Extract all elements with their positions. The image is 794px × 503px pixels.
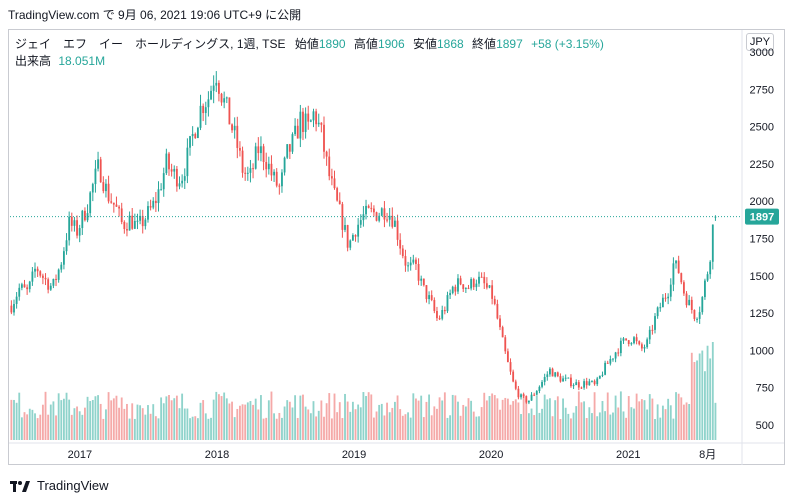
- open-label: 始値: [294, 37, 319, 51]
- chart-frame: [8, 29, 785, 465]
- volume-label: 出来高: [15, 54, 52, 68]
- currency-button[interactable]: JPY: [746, 33, 774, 51]
- volume-legend: 出来高 18.051M: [15, 52, 105, 69]
- symbol-legend: ジェイ エフ イー ホールディングス, 1週, TSE 始値1890 高値190…: [15, 35, 604, 52]
- high-value: 1906: [377, 37, 405, 51]
- low-label: 安値: [412, 37, 437, 51]
- footer-brand-text: TradingView: [37, 478, 109, 493]
- open-value: 1890: [318, 37, 346, 51]
- close-value: 1897: [496, 37, 523, 51]
- low-value: 1868: [437, 37, 464, 51]
- publish-info: TradingView.com で 9月 06, 2021 19:06 UTC+…: [8, 8, 302, 22]
- footer-brand[interactable]: TradingView: [10, 478, 109, 493]
- volume-value: 18.051M: [58, 54, 106, 68]
- symbol-name: ジェイ エフ イー ホールディングス, 1週, TSE: [15, 37, 286, 51]
- high-label: 高値: [353, 37, 378, 51]
- close-label: 終値: [472, 37, 497, 51]
- tradingview-logo-icon: [10, 480, 30, 492]
- change-value: +58 (+3.15%): [531, 37, 604, 51]
